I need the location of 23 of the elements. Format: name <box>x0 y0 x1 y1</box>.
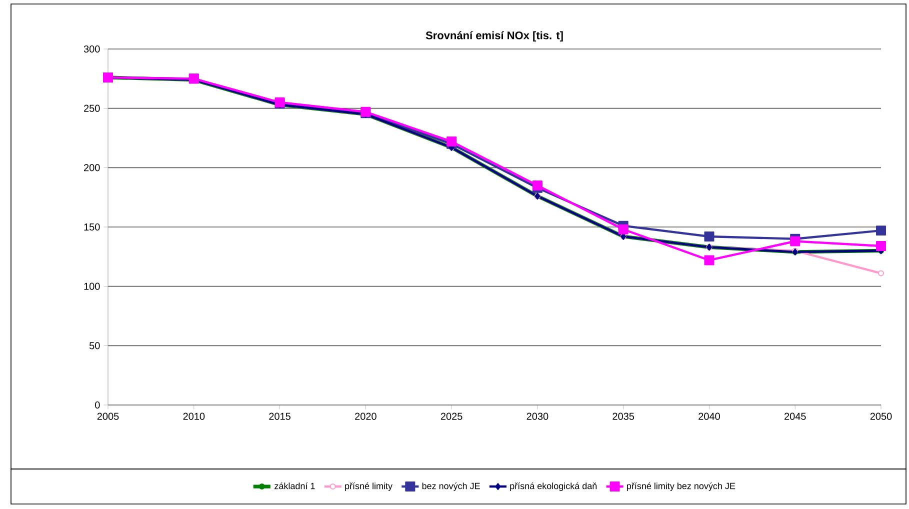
legend-label: přísné limity bez nových JE <box>627 482 736 491</box>
legend-label: bez nových JE <box>422 482 480 491</box>
x-tick-label: 2005 <box>97 412 119 420</box>
chart-title: Srovnání emisí NOx [tis. t] <box>426 31 563 42</box>
y-tick-label: 200 <box>84 164 100 172</box>
legend-label: základní 1 <box>274 482 315 490</box>
x-tick-label: 2045 <box>784 412 806 420</box>
x-tick-label: 2020 <box>355 412 376 420</box>
x-tick-label: 2010 <box>183 412 205 420</box>
y-tick-label: 150 <box>84 223 100 231</box>
x-tick-label: 2050 <box>870 412 892 420</box>
x-tick-label: 2035 <box>612 412 634 420</box>
y-tick-label: 300 <box>84 45 100 53</box>
legend-label: přísná ekologická daň <box>510 482 597 491</box>
y-tick-label: 50 <box>89 342 100 350</box>
x-tick-label: 2030 <box>526 412 548 420</box>
legend-label: přísné limity <box>345 482 392 491</box>
x-tick-label: 2025 <box>440 412 462 420</box>
y-tick-label: 250 <box>84 104 100 112</box>
y-tick-label: 100 <box>84 282 100 290</box>
y-tick-label: 0 <box>95 401 100 409</box>
x-tick-label: 2015 <box>269 412 290 420</box>
x-tick-label: 2040 <box>698 412 720 420</box>
